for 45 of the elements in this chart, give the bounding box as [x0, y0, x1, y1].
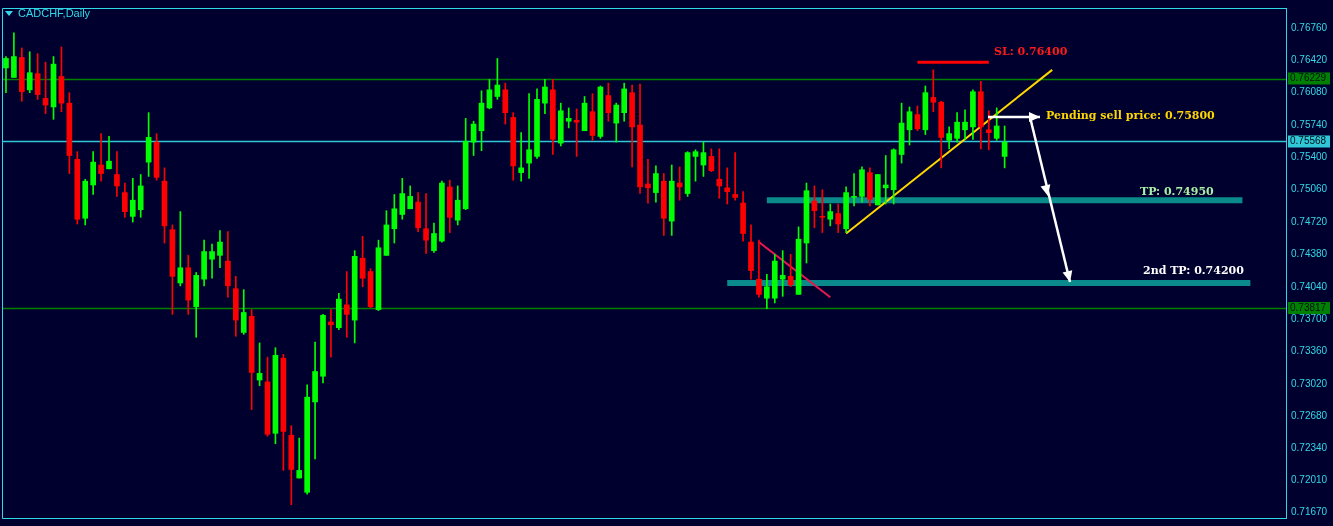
candlestick — [645, 158, 651, 204]
candlestick — [518, 132, 524, 182]
candlestick — [328, 309, 334, 358]
y-tick-label: 0.72680 — [1291, 409, 1328, 421]
ref-line-label: 0.73817 — [1290, 301, 1327, 313]
y-tick-label: 0.75400 — [1291, 151, 1328, 163]
annotation: 2nd TP: 0.74200 — [1143, 263, 1245, 277]
y-tick-label: 0.71670 — [1291, 506, 1328, 518]
candlestick — [343, 271, 350, 338]
candlestick — [732, 152, 738, 201]
candlestick — [106, 136, 112, 170]
y-tick-label: 0.72010 — [1291, 473, 1328, 485]
ref-line-label: 0.75568 — [1290, 135, 1327, 147]
candlestick — [526, 93, 532, 179]
y-tick-label: 0.73020 — [1291, 377, 1328, 389]
candlestick — [882, 155, 889, 205]
y-tick-label: 0.76420 — [1291, 54, 1328, 66]
y-tick-label: 0.76080 — [1291, 86, 1328, 98]
candlestick — [209, 243, 215, 279]
y-tick-label: 0.74720 — [1291, 215, 1328, 227]
y-tick-label: 0.73700 — [1291, 312, 1328, 324]
candlestick — [985, 110, 992, 151]
y-tick-label: 0.73360 — [1291, 345, 1328, 357]
candlestick — [565, 107, 572, 129]
chart-title: CADCHF,Daily — [18, 7, 91, 19]
candlestick — [98, 133, 104, 182]
candlestick — [716, 148, 723, 199]
candlestick — [930, 69, 937, 113]
candlestick — [779, 250, 786, 297]
candlestick — [114, 151, 120, 197]
y-tick-label: 0.72340 — [1291, 442, 1328, 454]
annotation: SL: 0.76400 — [994, 44, 1068, 58]
y-tick-label: 0.76760 — [1291, 21, 1328, 33]
candlestick — [724, 167, 731, 205]
candlestick — [296, 437, 303, 479]
candlestick — [962, 109, 968, 140]
annotation: Pending sell price: 0.75800 — [1046, 108, 1216, 122]
y-tick-label: 0.74040 — [1291, 280, 1328, 292]
y-tick-label: 0.75060 — [1291, 183, 1328, 195]
y-tick-label: 0.75740 — [1291, 118, 1328, 130]
annotation: TP: 0.74950 — [1140, 184, 1215, 198]
candlestick — [423, 193, 429, 254]
y-tick-label: 0.74380 — [1291, 248, 1328, 260]
ref-line-label: 0.76229 — [1290, 72, 1327, 84]
candlestick — [851, 173, 857, 207]
